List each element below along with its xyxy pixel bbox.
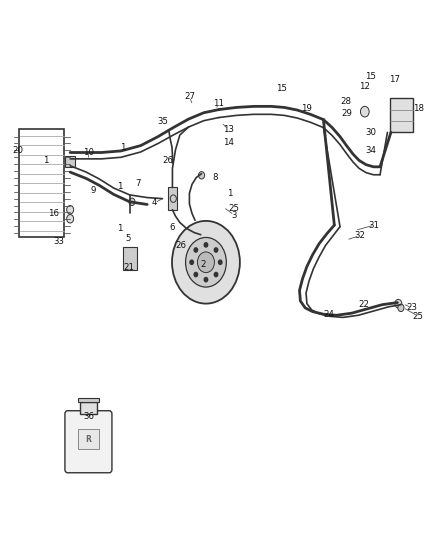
Bar [123, 247, 137, 270]
Text: 4: 4 [152, 198, 157, 207]
Circle shape [190, 260, 194, 264]
Text: 17: 17 [389, 75, 400, 84]
Text: 33: 33 [53, 237, 64, 246]
Text: R: R [85, 435, 92, 444]
Circle shape [198, 172, 205, 179]
Text: 13: 13 [223, 125, 234, 134]
Circle shape [194, 248, 198, 252]
Text: 29: 29 [341, 109, 352, 118]
Circle shape [67, 206, 74, 214]
Bar [80, 402, 97, 414]
Text: 24: 24 [323, 310, 334, 319]
Bar [78, 398, 99, 402]
Text: 32: 32 [354, 231, 365, 240]
Circle shape [204, 278, 208, 282]
Text: 16: 16 [48, 209, 59, 218]
Text: 1: 1 [120, 143, 125, 152]
Text: 28: 28 [341, 96, 352, 106]
Text: 23: 23 [406, 303, 417, 312]
Text: 14: 14 [223, 139, 234, 148]
Text: 22: 22 [358, 300, 369, 309]
Circle shape [214, 272, 218, 277]
Circle shape [204, 243, 208, 247]
Text: 26: 26 [162, 156, 173, 165]
Bar [78, 429, 99, 449]
Text: 2: 2 [201, 260, 206, 269]
Circle shape [172, 221, 240, 304]
Text: 25: 25 [228, 204, 239, 213]
Circle shape [398, 304, 404, 312]
Text: 1: 1 [117, 224, 123, 233]
Text: 20: 20 [12, 147, 23, 156]
Text: 1: 1 [117, 182, 123, 191]
Bar [19, 128, 64, 237]
Text: 6: 6 [170, 223, 175, 232]
Circle shape [129, 198, 135, 206]
Text: 3: 3 [231, 211, 237, 220]
Text: 9: 9 [91, 185, 96, 195]
Text: 34: 34 [365, 147, 376, 156]
Text: 12: 12 [359, 82, 370, 91]
Text: 7: 7 [135, 179, 141, 188]
Bar [168, 188, 177, 210]
Text: 8: 8 [213, 173, 218, 182]
Circle shape [67, 215, 74, 223]
Text: 25: 25 [413, 312, 424, 321]
Text: 1: 1 [43, 156, 49, 165]
Text: 11: 11 [213, 99, 225, 108]
Text: 1: 1 [227, 189, 233, 198]
Text: 15: 15 [276, 84, 287, 93]
Text: 18: 18 [413, 104, 424, 113]
Bar [391, 99, 413, 132]
Circle shape [219, 260, 222, 264]
Circle shape [214, 248, 218, 252]
Text: 21: 21 [124, 263, 134, 272]
Circle shape [170, 195, 177, 203]
Text: 27: 27 [184, 92, 195, 101]
Circle shape [194, 272, 198, 277]
Circle shape [360, 107, 369, 117]
FancyBboxPatch shape [65, 411, 112, 473]
Text: 30: 30 [365, 128, 376, 138]
Text: 19: 19 [301, 104, 312, 113]
Text: 10: 10 [83, 148, 94, 157]
Circle shape [395, 300, 402, 308]
Text: 35: 35 [158, 117, 169, 126]
Circle shape [198, 252, 215, 272]
Text: 5: 5 [126, 235, 131, 244]
Bar [65, 156, 75, 167]
Text: 15: 15 [365, 72, 376, 81]
Circle shape [186, 237, 226, 287]
Text: 36: 36 [83, 411, 94, 421]
Text: 31: 31 [369, 221, 380, 230]
Text: 26: 26 [176, 241, 187, 250]
